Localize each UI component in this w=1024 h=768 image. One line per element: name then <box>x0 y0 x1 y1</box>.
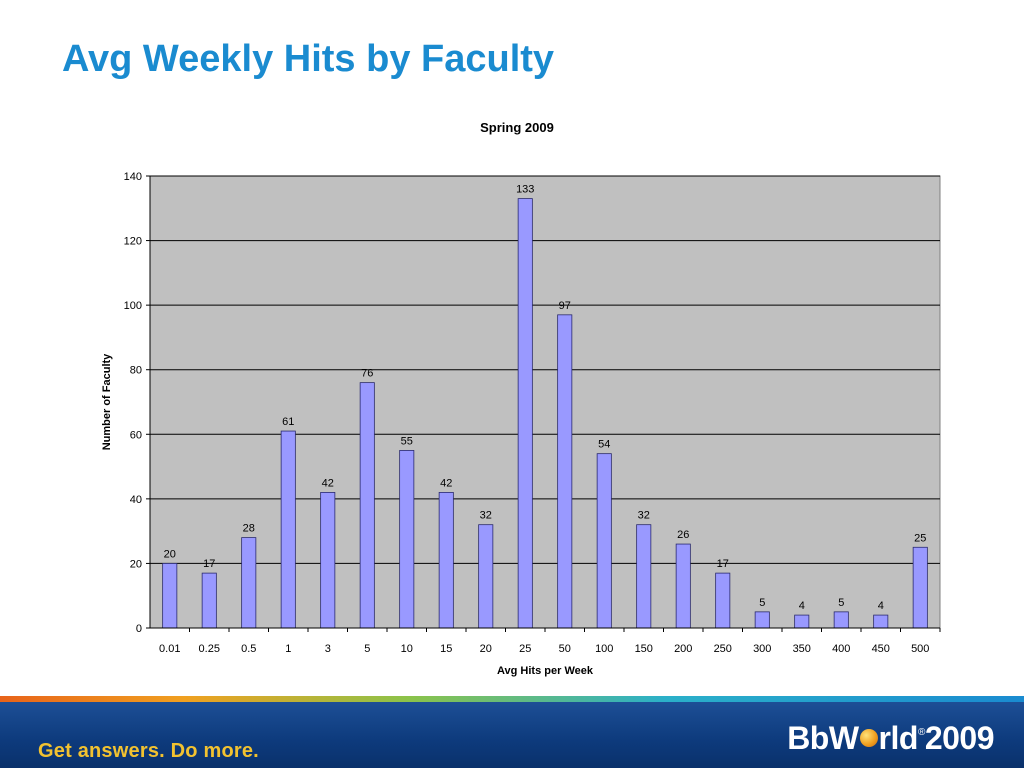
y-tick-label: 20 <box>130 558 142 570</box>
x-tick-label: 5 <box>364 643 370 655</box>
bar <box>359 382 375 629</box>
bar <box>636 524 652 629</box>
footer-band: Get answers. Do more. BbW rld®2009 <box>0 702 1024 768</box>
bar <box>675 543 691 629</box>
x-tick-label: 0.01 <box>159 643 180 655</box>
bar <box>715 572 731 629</box>
bar <box>241 537 257 629</box>
bar <box>162 563 178 629</box>
bar <box>873 614 889 629</box>
bar <box>201 572 217 629</box>
y-tick-label: 80 <box>130 365 142 377</box>
x-tick-label: 3 <box>325 643 331 655</box>
bar <box>478 524 494 629</box>
bar-value-label: 26 <box>677 529 689 541</box>
globe-icon <box>859 729 878 747</box>
chart-title: Spring 2009 <box>480 120 554 135</box>
bar <box>517 198 533 629</box>
y-tick-label: 120 <box>124 236 142 248</box>
bar-value-label: 32 <box>638 510 650 522</box>
x-axis-label: Avg Hits per Week <box>497 665 594 677</box>
y-tick-label: 100 <box>124 300 142 312</box>
bar-value-label: 25 <box>914 532 926 544</box>
x-tick-label: 0.25 <box>199 643 220 655</box>
tagline: Get answers. Do more. <box>38 740 259 762</box>
bar-value-label: 4 <box>878 600 884 612</box>
bar-value-label: 17 <box>717 558 729 570</box>
x-tick-label: 10 <box>401 643 413 655</box>
x-tick-label: 350 <box>793 643 811 655</box>
bar-value-label: 55 <box>401 435 413 447</box>
bar <box>596 453 612 629</box>
x-tick-label: 20 <box>480 643 492 655</box>
bar-value-label: 17 <box>203 558 215 570</box>
x-tick-label: 400 <box>832 643 850 655</box>
plot-area <box>149 175 941 629</box>
bar-value-label: 32 <box>480 510 492 522</box>
bar <box>438 491 454 629</box>
bar <box>794 614 810 629</box>
slide-title: Avg Weekly Hits by Faculty <box>62 38 555 80</box>
bar <box>280 430 296 629</box>
footer-color-stripe <box>0 696 1024 702</box>
registered-mark: ® <box>917 727 925 738</box>
bar-value-label: 133 <box>516 184 534 196</box>
x-tick-label: 50 <box>559 643 571 655</box>
bar-value-label: 76 <box>361 368 373 380</box>
y-tick-label: 40 <box>130 494 142 506</box>
bar-value-label: 28 <box>243 523 255 535</box>
bar-value-label: 61 <box>282 416 294 428</box>
bar <box>833 611 849 629</box>
y-axis-label: Number of Faculty <box>101 353 113 450</box>
bar <box>399 450 415 629</box>
x-tick-label: 15 <box>440 643 452 655</box>
bar <box>320 491 336 629</box>
bar-value-label: 42 <box>440 477 452 489</box>
x-tick-label: 25 <box>519 643 531 655</box>
brand-text-part2: rld <box>878 720 919 756</box>
x-tick-label: 500 <box>911 643 929 655</box>
bar-value-label: 5 <box>838 597 844 609</box>
bar-value-label: 54 <box>598 439 610 451</box>
bar <box>754 611 770 629</box>
x-tick-label: 150 <box>635 643 653 655</box>
x-tick-label: 300 <box>753 643 771 655</box>
x-tick-label: 250 <box>714 643 732 655</box>
bar-value-label: 42 <box>322 477 334 489</box>
brand-logo: BbW rld®2009 <box>787 720 994 757</box>
bar-value-label: 5 <box>759 597 765 609</box>
bar-value-label: 97 <box>559 300 571 312</box>
bar-value-label: 4 <box>799 600 805 612</box>
x-tick-label: 100 <box>595 643 613 655</box>
y-tick-label: 140 <box>124 171 142 183</box>
bar <box>557 314 573 629</box>
bar <box>912 546 928 629</box>
bar-value-label: 20 <box>164 548 176 560</box>
y-tick-label: 0 <box>136 623 142 635</box>
x-tick-label: 1 <box>285 643 291 655</box>
x-tick-label: 0.5 <box>241 643 256 655</box>
x-tick-label: 450 <box>872 643 890 655</box>
brand-text-part1: BbW <box>787 720 859 756</box>
x-tick-label: 200 <box>674 643 692 655</box>
y-tick-label: 60 <box>130 429 142 441</box>
footer: Get answers. Do more. BbW rld®2009 <box>0 696 1024 768</box>
brand-year: 2009 <box>924 720 995 756</box>
